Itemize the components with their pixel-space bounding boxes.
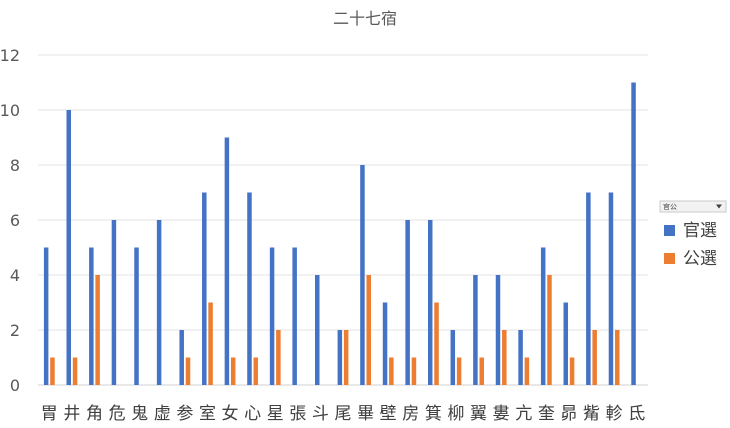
bar-kousen-軫 — [615, 330, 620, 385]
x-tick-label: 氐 — [628, 404, 645, 424]
x-tick-label: 柳 — [447, 404, 464, 424]
bar-kousen-房 — [411, 357, 417, 385]
x-tick-label: 鬼 — [131, 404, 148, 424]
bar-kousen-尾 — [343, 330, 349, 385]
legend-label: 公選 — [683, 249, 717, 269]
bar-kousen-翼 — [479, 357, 484, 385]
x-tick-label: 觜 — [583, 404, 600, 424]
bar-kousen-奎 — [547, 275, 552, 385]
bar-kansen-壁 — [382, 302, 388, 385]
bar-kansen-奎 — [540, 247, 546, 385]
bars — [43, 82, 636, 385]
bar-kousen-壁 — [389, 357, 394, 385]
bar-kansen-危 — [111, 220, 117, 385]
bar-kansen-翼 — [473, 275, 478, 385]
bar-kousen-星 — [276, 330, 281, 385]
y-tick-label: 8 — [10, 156, 20, 175]
x-tick-label: 斗 — [312, 404, 329, 424]
bar-kansen-張 — [292, 247, 297, 385]
bar-kansen-胃 — [43, 247, 49, 385]
y-tick-label: 2 — [10, 321, 20, 340]
bar-kansen-角 — [89, 247, 94, 385]
x-tick-label: 井 — [63, 404, 80, 424]
x-tick-label: 軫 — [606, 404, 623, 424]
x-tick-label: 虚 — [154, 404, 171, 424]
bar-kansen-亢 — [518, 330, 523, 385]
chevron-down-icon — [716, 204, 722, 209]
y-tick-label: 10 — [0, 101, 20, 120]
bar-kousen-亢 — [524, 357, 530, 385]
x-tick-label: 危 — [109, 404, 126, 424]
x-tick-label: 房 — [402, 404, 419, 424]
y-axis-ticks: 0 2 4 6 8 10 12 — [0, 46, 20, 395]
legend-swatch — [664, 253, 675, 264]
bar-kansen-軫 — [608, 192, 614, 385]
bar-kousen-角 — [95, 275, 100, 385]
y-tick-label: 0 — [10, 376, 20, 395]
gridlines — [38, 54, 648, 386]
x-tick-label: 尾 — [335, 404, 352, 424]
bar-kansen-井 — [66, 110, 71, 385]
bar-kansen-心 — [247, 192, 252, 385]
bar-kansen-星 — [269, 247, 275, 385]
bar-kansen-参 — [179, 330, 184, 385]
x-tick-label: 角 — [86, 404, 103, 424]
x-tick-label: 亢 — [515, 404, 532, 424]
x-tick-label: 星 — [267, 404, 284, 424]
x-tick-label: 箕 — [425, 404, 442, 424]
x-tick-label: 昴 — [560, 404, 577, 424]
x-tick-label: 奎 — [538, 404, 555, 424]
bar-kansen-虚 — [156, 220, 162, 385]
bar-kansen-昴 — [563, 302, 569, 385]
bar-kousen-室 — [208, 302, 213, 385]
legend-label: 官選 — [683, 221, 717, 241]
x-tick-label: 室 — [199, 404, 216, 424]
legend-filter-label: 官公 — [663, 202, 677, 211]
bar-kousen-柳 — [456, 357, 462, 385]
bar-kousen-井 — [72, 357, 78, 385]
bar-kansen-室 — [202, 192, 207, 385]
bar-kousen-箕 — [434, 302, 439, 385]
bar-kansen-婁 — [495, 275, 501, 385]
legend-swatch — [664, 225, 675, 236]
y-tick-label: 12 — [0, 46, 20, 65]
bar-kousen-觜 — [592, 330, 597, 385]
bar-kansen-斗 — [315, 275, 320, 385]
bar-kansen-觜 — [586, 192, 591, 385]
x-tick-label: 翼 — [470, 404, 487, 424]
bar-kansen-女 — [224, 137, 230, 385]
bar-kansen-畢 — [360, 165, 365, 385]
bar-kansen-鬼 — [134, 247, 139, 385]
x-tick-label: 婁 — [493, 404, 510, 424]
bar-kousen-心 — [253, 357, 259, 385]
bar-kousen-参 — [185, 357, 191, 385]
bar-kansen-房 — [405, 220, 410, 385]
y-tick-label: 4 — [10, 266, 20, 285]
bar-kousen-女 — [230, 357, 236, 385]
bar-kansen-柳 — [450, 330, 456, 385]
chart-title: 二十七宿 — [333, 9, 397, 28]
x-tick-label: 女 — [222, 404, 239, 424]
bar-kansen-氐 — [631, 82, 636, 385]
bar-kousen-畢 — [366, 275, 371, 385]
x-tick-label: 心 — [244, 404, 261, 424]
x-tick-label: 畢 — [357, 404, 374, 424]
y-tick-label: 6 — [10, 211, 20, 230]
x-axis-ticks: 胃井角危鬼虚参室女心星張斗尾畢壁房箕柳翼婁亢奎昴觜軫氐 — [41, 404, 645, 424]
bar-kousen-昴 — [569, 357, 575, 385]
bar-kansen-尾 — [337, 330, 343, 385]
x-tick-label: 参 — [176, 404, 193, 424]
legend-filter-button[interactable] — [659, 200, 727, 213]
x-tick-label: 壁 — [380, 404, 397, 424]
bar-kousen-婁 — [502, 330, 507, 385]
x-tick-label: 胃 — [41, 404, 58, 424]
x-tick-label: 張 — [289, 404, 306, 424]
bar-kousen-胃 — [50, 357, 55, 385]
bar-kansen-箕 — [427, 220, 433, 385]
